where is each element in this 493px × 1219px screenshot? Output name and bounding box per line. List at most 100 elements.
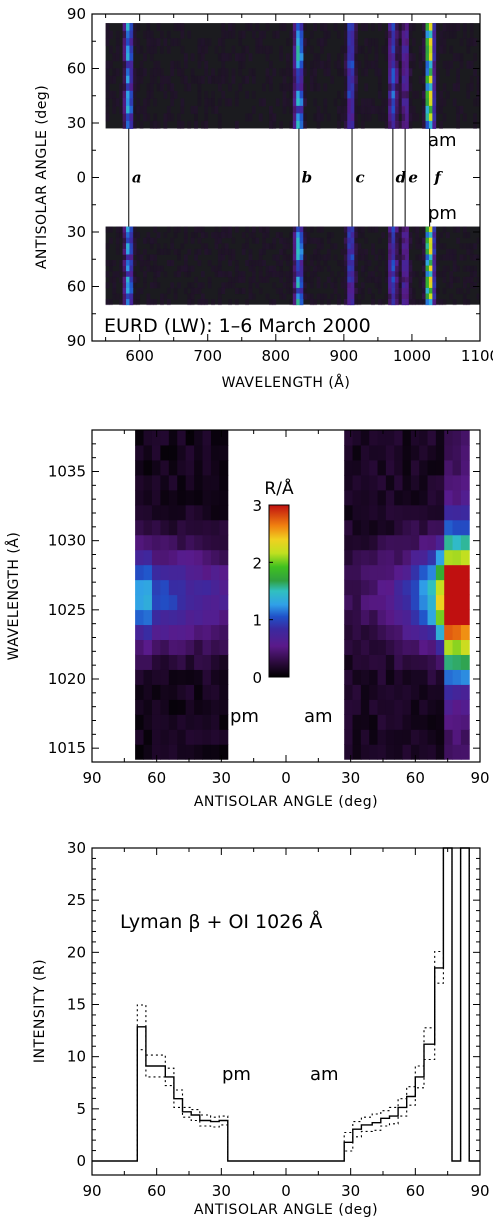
heatmap-cell: [398, 232, 403, 239]
heatmap-cell: [180, 265, 185, 272]
heatmap-cell: [190, 232, 195, 239]
heatmap-cell: [360, 639, 370, 655]
heatmap-cell: [151, 654, 161, 670]
heatmap-cell: [219, 609, 229, 626]
heatmap-cell: [210, 594, 220, 611]
heatmap-cell: [200, 226, 205, 233]
heatmap-cell: [180, 23, 185, 32]
heatmap-cell: [219, 534, 229, 551]
heatmap-cell: [439, 232, 443, 239]
heatmap-cell: [391, 276, 396, 283]
heatmap-cell: [405, 271, 409, 278]
heatmap-cell: [282, 83, 287, 92]
heatmap-cell: [394, 609, 404, 626]
heatmap-cell: [238, 68, 243, 77]
heatmap-cell: [214, 243, 219, 250]
heatmap-cell: [360, 23, 365, 32]
heatmap-cell: [419, 534, 429, 551]
heatmap-cell: [153, 60, 158, 69]
heatmap-cell: [166, 287, 171, 295]
heatmap-cell: [352, 639, 362, 655]
heatmap-cell: [168, 474, 178, 491]
heatmap-cell: [119, 90, 124, 99]
heatmap-cell: [435, 260, 440, 267]
heatmap-cell: [452, 639, 462, 655]
heatmap-cell: [388, 293, 392, 300]
heatmap-cell: [398, 68, 403, 77]
heatmap-cell: [428, 38, 433, 47]
heatmap-cell: [350, 30, 355, 39]
heatmap-cell: [452, 226, 457, 233]
heatmap-cell: [126, 105, 130, 114]
heatmap-cell: [401, 83, 406, 92]
heatmap-cell: [408, 237, 413, 244]
heatmap-cell: [241, 287, 246, 295]
heatmap-cell: [299, 68, 304, 77]
heatmap-cell: [432, 113, 437, 122]
x-tick-label: 90: [470, 769, 489, 787]
heatmap-cell: [245, 243, 249, 250]
heatmap-cell: [394, 534, 404, 551]
heatmap-cell: [149, 45, 154, 54]
heatmap-cell: [160, 474, 170, 491]
heatmap-cell: [384, 260, 389, 267]
heatmap-cell: [255, 38, 260, 47]
heatmap-cell: [425, 83, 430, 92]
heatmap-cell: [194, 430, 204, 446]
line-marker-label-a: a: [132, 169, 142, 187]
heatmap-cell: [241, 271, 246, 278]
heatmap-cell: [381, 248, 386, 255]
heatmap-cell: [224, 53, 229, 62]
heatmap-cell: [456, 105, 460, 114]
heatmap-cell: [394, 83, 399, 92]
heatmap-cell: [211, 232, 215, 239]
heatmap-cell: [394, 699, 404, 715]
heatmap-cell: [303, 23, 307, 32]
heatmap-cell: [360, 282, 365, 289]
heatmap-cell: [350, 75, 355, 84]
heatmap-cell: [275, 287, 280, 295]
heatmap-cell: [296, 113, 301, 122]
heatmap-cell: [151, 534, 161, 551]
heatmap-cell: [265, 243, 270, 250]
heatmap-cell: [168, 609, 178, 626]
heatmap-cell: [309, 276, 314, 283]
heatmap-cell: [139, 254, 144, 261]
heatmap-cell: [109, 45, 113, 54]
heatmap-cell: [388, 226, 392, 233]
heatmap-cell: [228, 271, 232, 278]
heatmap-cell: [476, 237, 481, 244]
heatmap-cell: [469, 254, 474, 261]
y-tick-label: 20: [67, 943, 86, 961]
heatmap-cell: [360, 444, 370, 461]
heatmap-cell: [255, 282, 260, 289]
heatmap-cell: [282, 282, 287, 289]
heatmap-cell: [377, 714, 387, 730]
heatmap-cell: [316, 53, 321, 62]
heatmap-cell: [369, 669, 379, 685]
heatmap-cell: [402, 594, 412, 611]
heatmap-cell: [410, 624, 420, 641]
heatmap-cell: [384, 113, 389, 122]
heatmap-cell: [408, 232, 413, 239]
heatmap-cell: [320, 265, 324, 272]
heatmap-cell: [210, 534, 220, 551]
heatmap-cell: [316, 260, 321, 267]
heatmap-cell: [146, 90, 151, 99]
heatmap-cell: [279, 45, 283, 54]
heatmap-cell: [340, 45, 345, 54]
heatmap-cell: [272, 243, 277, 250]
heatmap-cell: [388, 30, 392, 39]
heatmap-cell: [146, 83, 151, 92]
heatmap-cell: [151, 624, 161, 641]
heatmap-cell: [449, 45, 454, 54]
heatmap-cell: [419, 744, 429, 760]
heatmap-cell: [352, 489, 362, 506]
heatmap-cell: [292, 83, 297, 92]
heatmap-cell: [282, 105, 287, 114]
heatmap-cell: [105, 75, 110, 84]
heatmap-cell: [190, 53, 195, 62]
heatmap-cell: [385, 534, 395, 551]
heatmap-cell: [231, 68, 236, 77]
heatmap-cell: [360, 669, 370, 685]
